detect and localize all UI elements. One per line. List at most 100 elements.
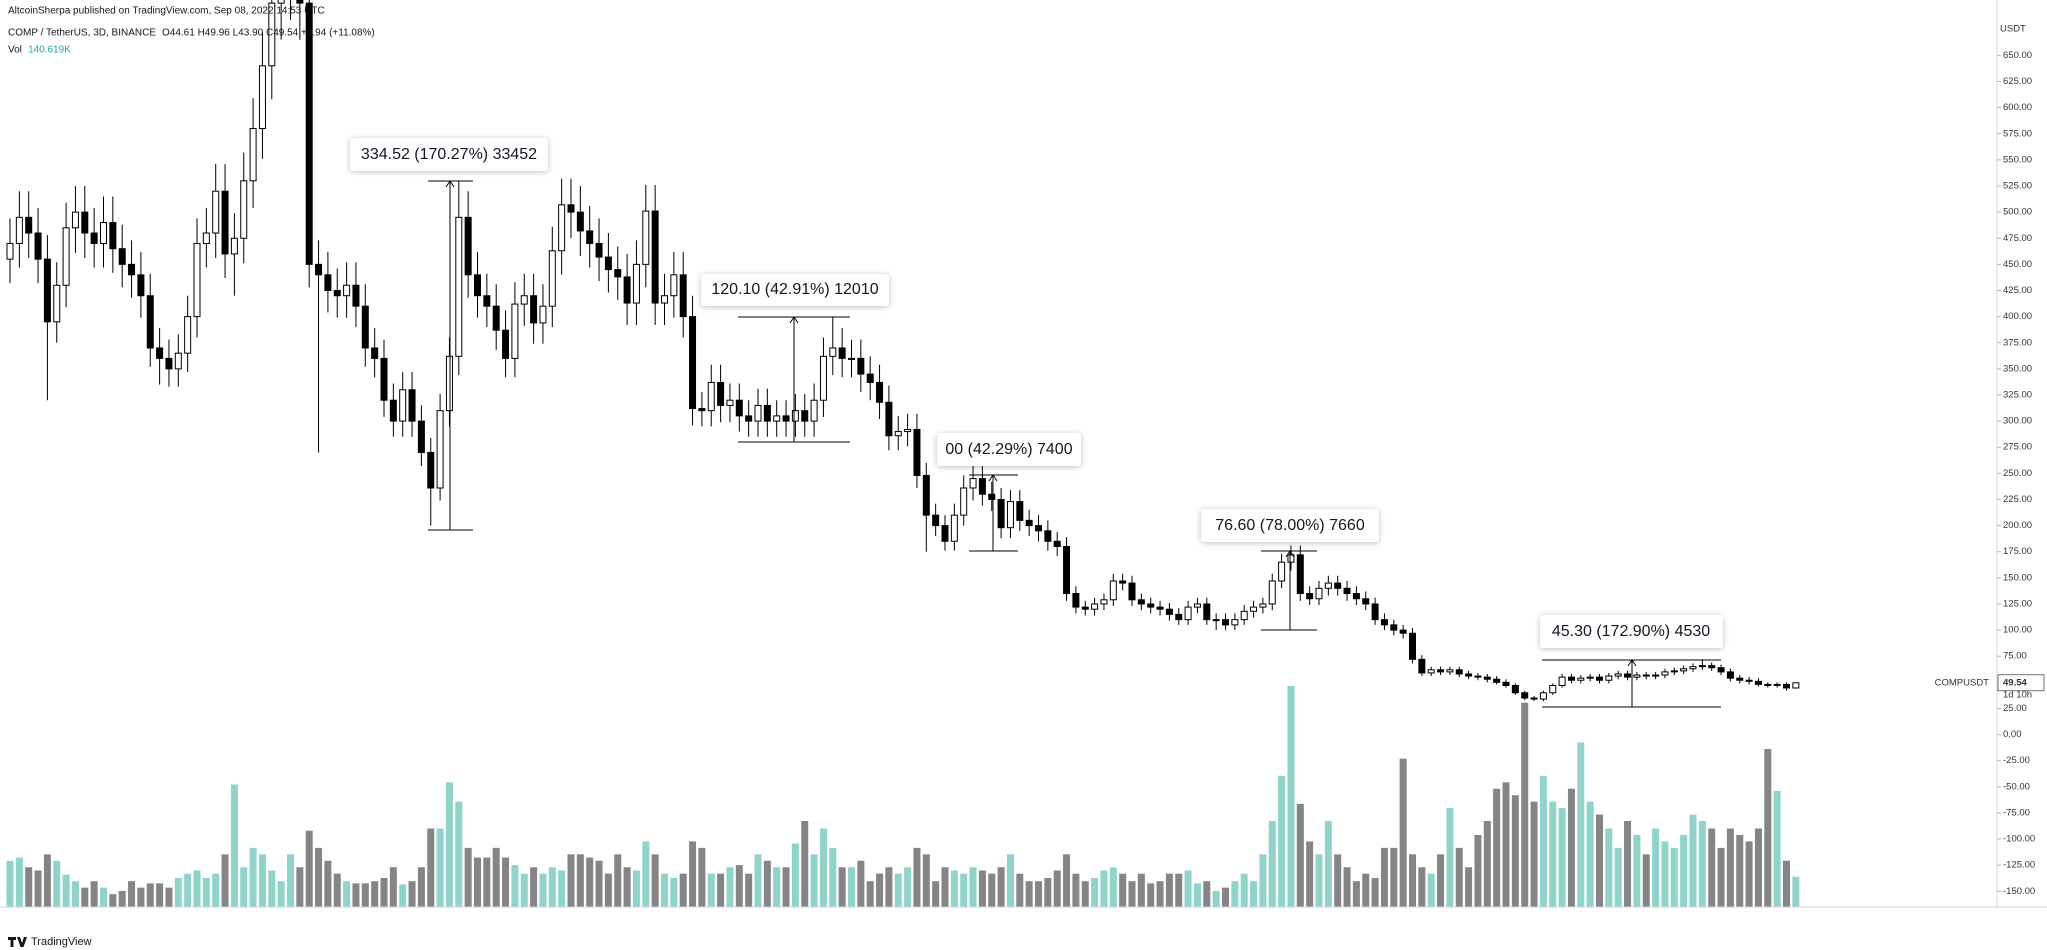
volume-bar	[576, 854, 584, 907]
volume-bar	[81, 887, 89, 907]
volume-bar	[1203, 881, 1211, 907]
candle-body	[651, 210, 659, 304]
volume-bar	[464, 847, 472, 907]
volume-bar	[1250, 881, 1258, 907]
candle-body	[1764, 683, 1772, 686]
candle-body	[1652, 674, 1660, 677]
volume-bar	[1661, 841, 1669, 907]
candle-body	[932, 514, 940, 527]
candle-body	[1642, 674, 1650, 677]
y-tick-label: 25.00	[2003, 703, 2027, 714]
candle-body	[1016, 501, 1024, 521]
volume-bar	[436, 828, 444, 907]
measure-box	[701, 274, 889, 306]
candle-body	[1455, 669, 1463, 675]
candle-body	[829, 347, 837, 357]
candle-body	[1343, 587, 1351, 595]
candle-body	[885, 401, 893, 437]
measure: 45.30 (172.90%) 4530	[1540, 615, 1723, 708]
candle-body	[399, 389, 407, 422]
candle-body	[950, 514, 958, 542]
volume-bar	[1736, 834, 1744, 907]
volume-bar	[352, 883, 360, 907]
candle-body	[894, 431, 902, 437]
volume-bar	[1025, 881, 1033, 907]
volume-bar	[866, 881, 874, 907]
candle-body	[838, 347, 846, 359]
volume-bar	[324, 860, 332, 907]
candle-body	[1165, 608, 1173, 615]
candle-body	[632, 263, 640, 304]
volume-bar	[445, 782, 453, 907]
volume-bar	[380, 877, 388, 907]
volume-bar	[819, 828, 827, 907]
volume-bar	[146, 883, 154, 907]
candle-body	[1465, 673, 1473, 677]
volume-bar	[1296, 803, 1304, 907]
candle-body	[212, 190, 220, 234]
candle-body	[1147, 603, 1155, 608]
volume-bar	[165, 887, 173, 907]
volume-bar	[586, 857, 594, 907]
volume-bar	[838, 867, 846, 907]
candle-body	[408, 389, 416, 422]
volume-bar	[343, 881, 351, 907]
candle-body	[586, 230, 594, 244]
volume-bar	[1792, 876, 1800, 907]
candle-body	[109, 222, 117, 250]
volume-bar	[978, 870, 986, 907]
candle-body	[735, 399, 743, 417]
volume-bars	[6, 685, 1800, 907]
last-price: 49.54	[2003, 677, 2027, 688]
candle-body	[1119, 580, 1127, 584]
y-tick-label: 275.00	[2003, 442, 2032, 453]
candle-body	[1773, 683, 1781, 686]
volume-bar	[399, 884, 407, 907]
volume-bar	[1521, 702, 1529, 907]
candle-body	[1539, 692, 1547, 700]
candle-body	[614, 269, 622, 278]
candle-body	[530, 295, 538, 324]
volume-bar	[128, 881, 136, 907]
candle-body	[146, 295, 154, 349]
volume-bar	[417, 867, 425, 907]
volume-bar	[1053, 870, 1061, 907]
volume-bar	[913, 847, 921, 907]
candle-body	[137, 274, 145, 297]
volume-bar	[1689, 814, 1697, 907]
candle-body	[1306, 593, 1314, 600]
candle-body	[184, 316, 192, 354]
volume-bar	[530, 867, 538, 907]
volume-bar	[1745, 841, 1753, 907]
measure-box	[1540, 615, 1723, 648]
y-tick-label: 75.00	[2003, 651, 2027, 662]
volume-bar	[1147, 883, 1155, 907]
candle-body	[1278, 561, 1286, 582]
candle-body	[754, 404, 762, 422]
candle-body	[679, 274, 687, 318]
volume-bar	[1698, 821, 1706, 907]
brand: TradingView	[8, 936, 92, 948]
measure: 120.10 (42.91%) 12010	[701, 274, 889, 443]
volume-bar	[1549, 801, 1557, 907]
candle-body	[1708, 665, 1716, 669]
candle-body	[717, 381, 725, 406]
candle-body	[1633, 674, 1641, 678]
volume-bar	[1614, 847, 1622, 907]
volume-bar	[1717, 847, 1725, 907]
volume-bar	[1633, 834, 1641, 907]
volume-bar	[1315, 854, 1323, 907]
last-price-box	[1997, 674, 2045, 692]
candle-body	[1222, 619, 1229, 626]
volume-bar	[287, 854, 294, 907]
volume-bar	[1502, 782, 1510, 907]
volume-bar	[960, 873, 968, 907]
measure-label: 76.60 (78.00%) 7660	[1215, 517, 1365, 534]
volume-bar	[1044, 877, 1052, 907]
candle-body	[1624, 673, 1632, 678]
candle-body	[922, 474, 930, 516]
ohlc: O44.61 H49.96 L43.90 C49.54 +4.94 (+11.0…	[162, 28, 375, 39]
volume-bar	[857, 860, 865, 907]
volume-bar	[296, 867, 304, 907]
volume-bar	[240, 867, 248, 907]
